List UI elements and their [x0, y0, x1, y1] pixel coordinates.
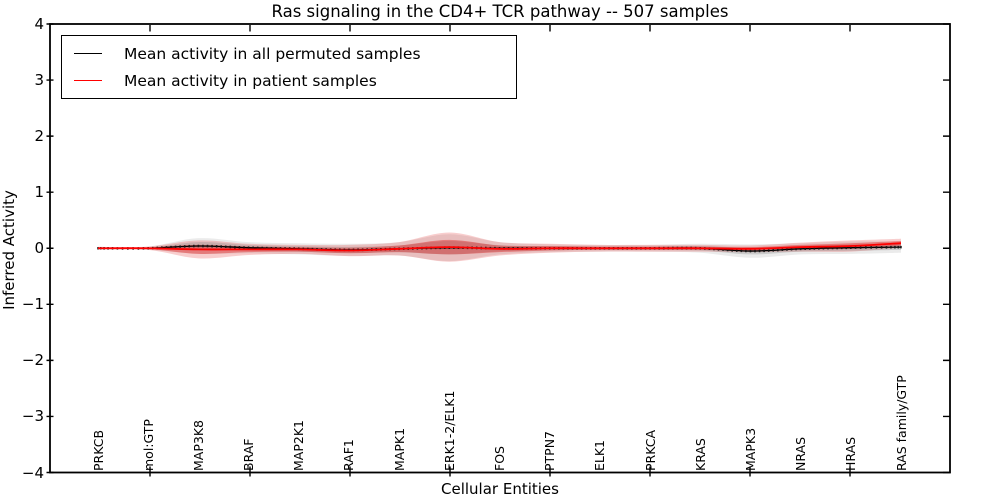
- y-tick-label: −4: [21, 463, 44, 482]
- axis-ticks: [46, 23, 950, 477]
- x-tick-label: MAPK1: [391, 427, 407, 471]
- y-tick-label: −1: [21, 295, 44, 314]
- x-tick-label: FOS: [492, 446, 507, 471]
- x-axis-label: Cellular Entities: [441, 480, 559, 498]
- x-tick-label: mol:GTP: [140, 419, 156, 471]
- patient-mean-line: [97, 242, 902, 252]
- x-tick-label: PRKCB: [90, 429, 106, 471]
- x-tick-label: PTPN7: [542, 430, 558, 471]
- x-tick-label: MAP2K1: [291, 420, 307, 471]
- y-tick-label: 0: [34, 239, 44, 258]
- x-tick-label: HRAS: [843, 436, 859, 471]
- x-tick-label: KRAS: [692, 438, 708, 471]
- legend-entry-patient: Mean activity in patient samples: [74, 67, 516, 94]
- y-tick-label: 1: [34, 183, 44, 202]
- y-tick-label: 4: [34, 15, 44, 33]
- legend-label-permuted: Mean activity in all permuted samples: [124, 44, 421, 63]
- legend-entry-permuted: Mean activity in all permuted samples: [74, 40, 516, 67]
- chart-title: Ras signaling in the CD4+ TCR pathway --…: [271, 2, 729, 21]
- x-tick-label: RAF1: [341, 439, 357, 471]
- legend-line-patient-icon: [74, 80, 102, 81]
- legend-line-permuted-icon: [74, 53, 102, 54]
- y-tick-label: 3: [34, 71, 44, 90]
- x-tick-label: ELK1: [592, 439, 608, 471]
- legend: Mean activity in all permuted samples Me…: [61, 35, 517, 99]
- x-tick-label: ERK1-2/ELK1: [441, 390, 457, 471]
- x-tick-label: BRAF: [241, 438, 257, 472]
- x-tick-label: MAP3K8: [190, 420, 206, 471]
- x-tick-label: PRKCA: [642, 429, 658, 471]
- y-tick-label: −2: [21, 351, 44, 370]
- x-tick-label: NRAS: [793, 436, 809, 471]
- y-tick-label: −3: [21, 407, 44, 426]
- legend-label-patient: Mean activity in patient samples: [124, 71, 377, 90]
- y-tick-label: 2: [34, 127, 44, 146]
- x-tick-label: RAS family/GTP: [893, 375, 909, 471]
- x-tick-label: MAPK3: [742, 427, 758, 471]
